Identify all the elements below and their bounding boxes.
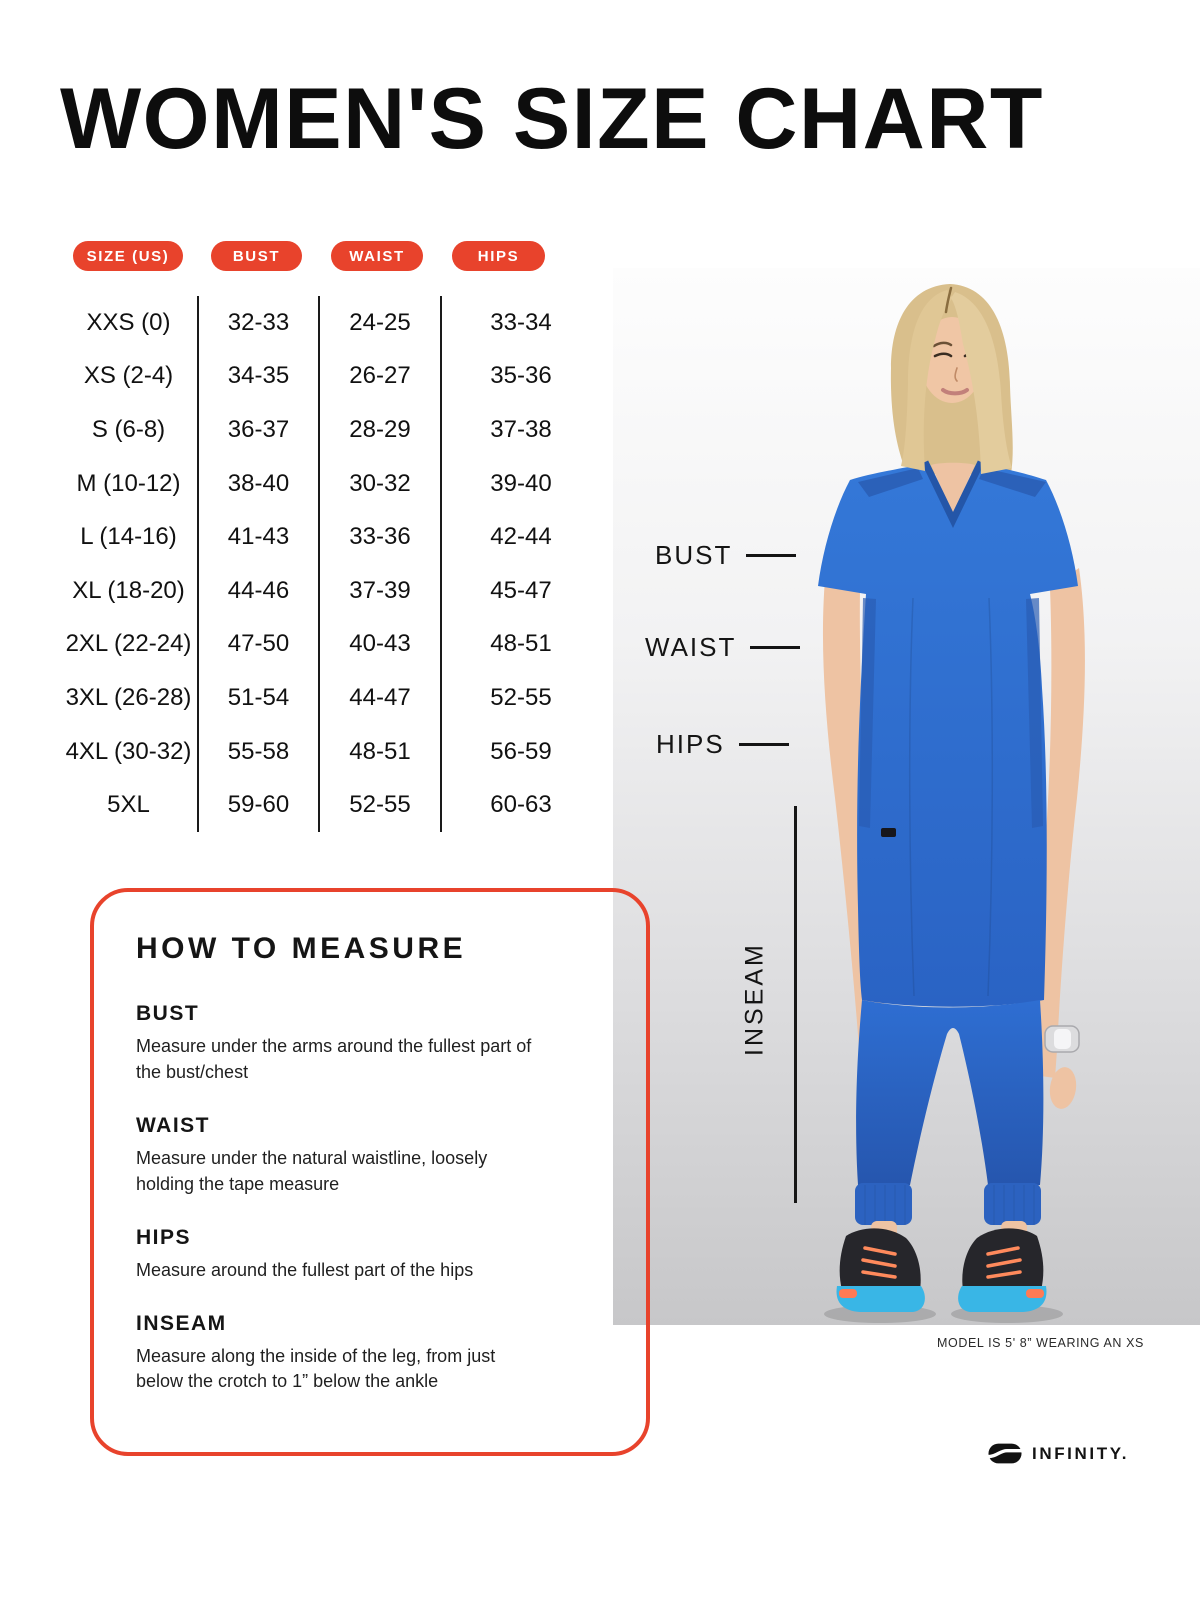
how-to-measure-title: HOW TO MEASURE — [136, 932, 467, 965]
wrist-watch — [1044, 1025, 1080, 1053]
waist-cell: 44-47 — [318, 671, 440, 725]
size-cell: 4XL (30-32) — [65, 737, 192, 765]
bust-cell: 41-43 — [197, 510, 318, 564]
size-table: XXS (0) 32-33 24-25 33-34 XS (2-4) 34-35… — [60, 296, 600, 832]
bust-cell: 34-35 — [197, 349, 318, 404]
how-to-measure-box: HOW TO MEASURE BUST Measure under the ar… — [90, 888, 650, 1456]
bust-label-text: BUST — [655, 540, 733, 570]
infinity-icon — [988, 1443, 1022, 1464]
size-cell: 2XL (22-24) — [65, 630, 192, 658]
hips-cell: 37-38 — [440, 403, 600, 457]
waist-cell: 37-39 — [318, 563, 440, 618]
hips-cell: 45-47 — [440, 563, 600, 618]
hips-cell: 60-63 — [440, 778, 600, 832]
header-pill-hips: HIPS — [452, 241, 545, 271]
waist-cell: 52-55 — [318, 778, 440, 832]
measure-section-text: Measure under the natural waistline, loo… — [136, 1147, 488, 1194]
brand-wordmark: INFINITY. — [1032, 1443, 1130, 1463]
header-pill-size: SIZE (US) — [73, 241, 183, 271]
bust-cell: 36-37 — [197, 403, 318, 457]
hips-cell: 39-40 — [440, 456, 600, 511]
size-cell: S (6-8) — [91, 415, 166, 443]
hips-cell: 52-55 — [440, 671, 600, 725]
model-illustration — [818, 284, 1085, 1323]
measure-section-label: HIPS — [136, 1225, 192, 1249]
bust-cell: 55-58 — [197, 724, 318, 779]
measure-section-label: BUST — [136, 1002, 200, 1025]
figure-bust-label: BUST — [655, 540, 797, 571]
figure-waist-label: WAIST — [645, 632, 801, 663]
measure-section-label: WAIST — [136, 1113, 210, 1137]
size-cell: 5XL — [107, 791, 150, 819]
waist-cell: 30-32 — [318, 456, 440, 511]
waist-pointer-line — [750, 646, 801, 649]
measure-section-text: Measure under the arms around the fulles… — [136, 1036, 532, 1082]
bust-cell: 47-50 — [197, 617, 318, 672]
figure-inseam-label: INSEAM — [740, 942, 769, 1057]
waist-cell: 26-27 — [318, 349, 440, 404]
size-cell: M (10-12) — [76, 469, 181, 497]
header-pill-bust: BUST — [211, 241, 302, 271]
hips-cell: 56-59 — [440, 724, 600, 779]
bust-pointer-line — [746, 554, 797, 557]
hips-pointer-line — [738, 743, 789, 746]
measure-section-text: Measure along the inside of the leg, fro… — [136, 1345, 496, 1392]
waist-cell: 48-51 — [318, 724, 440, 779]
waist-cell: 28-29 — [318, 403, 440, 457]
size-cell: L (14-16) — [80, 523, 177, 551]
measure-section-text: Measure around the fullest part of the h… — [136, 1259, 474, 1280]
inseam-measure-line — [794, 806, 797, 1203]
bust-cell: 32-33 — [197, 296, 318, 350]
hips-cell: 42-44 — [440, 510, 600, 564]
brand-logo: INFINITY. — [988, 1443, 1129, 1464]
bust-cell: 59-60 — [197, 778, 318, 832]
scrub-pants — [855, 1000, 1044, 1225]
hips-label-text: HIPS — [656, 729, 725, 759]
bust-cell: 38-40 — [197, 456, 318, 511]
waist-label-text: WAIST — [645, 632, 737, 662]
size-cell: XS (2-4) — [83, 362, 174, 390]
model-hair-front — [901, 286, 1012, 474]
hips-cell: 33-34 — [440, 296, 600, 350]
scrub-top — [818, 460, 1078, 1007]
bust-cell: 51-54 — [197, 671, 318, 725]
hips-cell: 48-51 — [440, 617, 600, 672]
measure-section-label: INSEAM — [136, 1311, 227, 1335]
waist-cell: 40-43 — [318, 617, 440, 672]
size-cell: 3XL (26-28) — [65, 683, 192, 711]
waist-cell: 24-25 — [318, 296, 440, 350]
model-caption: MODEL IS 5' 8” WEARING AN XS — [937, 1336, 1144, 1350]
size-cell: XL (18-20) — [72, 576, 185, 604]
model-photo — [613, 268, 1200, 1325]
figure-hips-label: HIPS — [656, 729, 789, 760]
sneakers — [836, 1228, 1047, 1312]
bust-cell: 44-46 — [197, 563, 318, 618]
waist-cell: 33-36 — [318, 510, 440, 564]
size-cell: XXS (0) — [86, 308, 171, 336]
page-title: WOMEN'S SIZE CHART — [60, 71, 1044, 167]
header-pill-waist: WAIST — [331, 241, 423, 271]
hips-cell: 35-36 — [440, 349, 600, 404]
